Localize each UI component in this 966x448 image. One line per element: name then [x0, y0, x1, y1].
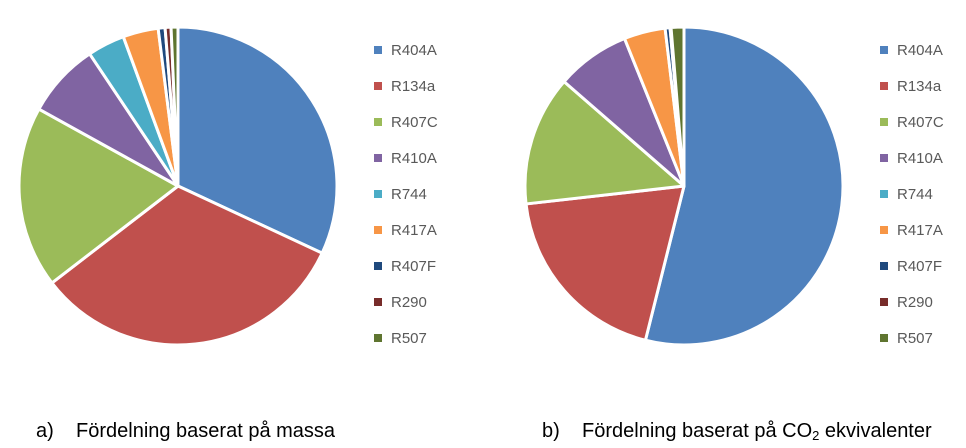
legend-swatch: [374, 262, 382, 270]
legend-swatch: [374, 154, 382, 162]
caption-a-label: a): [36, 420, 54, 442]
legend-b-item-r507: R507: [880, 320, 944, 356]
legend-swatch: [880, 226, 888, 234]
legend-b-item-r404a: R404A: [880, 32, 944, 68]
legend-a-item-r134a: R134a: [374, 68, 438, 104]
pie-a-slice-r404a: [176, 25, 339, 255]
legend-swatch: [374, 46, 382, 54]
legend-b-item-r410a: R410A: [880, 140, 944, 176]
legend-label: R404A: [391, 41, 437, 59]
legend-label: R290: [391, 293, 427, 311]
legend-label: R744: [897, 185, 933, 203]
legend-swatch: [374, 82, 382, 90]
pie-a-slice-r407c: [17, 107, 180, 285]
caption-b-text: Fördelning baserat på CO: [582, 420, 813, 442]
caption-b-subscript: 2: [812, 428, 820, 443]
legend-label: R407C: [391, 113, 438, 131]
legend-label: R134a: [391, 77, 436, 95]
legend-label: R407C: [897, 113, 944, 131]
legend-a-item-r407c: R407C: [374, 104, 438, 140]
legend-label: R507: [391, 329, 427, 347]
legend-swatch: [880, 118, 888, 126]
legend-swatch: [880, 46, 888, 54]
legend-swatch: [880, 298, 888, 306]
legend-label: R290: [897, 293, 933, 311]
caption-b-text-end: ekvivalenter: [819, 420, 932, 442]
legend-label: R410A: [897, 149, 943, 167]
legend-swatch: [374, 226, 382, 234]
caption-a-text: Fördelning baserat på massa: [76, 420, 336, 442]
legend-b-item-r407f: R407F: [880, 248, 944, 284]
legend-label: R410A: [391, 149, 437, 167]
legend-swatch: [880, 334, 888, 342]
pie-b-slice-r507: [669, 25, 686, 188]
legend-b-item-r290: R290: [880, 284, 944, 320]
legend-b-item-r417a: R417A: [880, 212, 944, 248]
legend-swatch: [374, 190, 382, 198]
legend-label: R134a: [897, 77, 942, 95]
legend-swatch: [880, 262, 888, 270]
legend-label: R417A: [391, 221, 437, 239]
legend-swatch: [374, 334, 382, 342]
legend-label: R407F: [391, 257, 437, 275]
legend-label: R417A: [897, 221, 943, 239]
legend-swatch: [880, 190, 888, 198]
pie-a-slice-r507: [169, 25, 180, 188]
legend-swatch: [880, 154, 888, 162]
legend-a-item-r290: R290: [374, 284, 438, 320]
legend-label: R407F: [897, 257, 943, 275]
legend-a-item-r407f: R407F: [374, 248, 438, 284]
legend-a-item-r410a: R410A: [374, 140, 438, 176]
legend-swatch: [880, 82, 888, 90]
legend-a: R404A R134a R407C R410A R744 R417A R407F R290 R5…: [374, 32, 438, 356]
legend-a-item-r744: R744: [374, 176, 438, 212]
legend-b-item-r744: R744: [880, 176, 944, 212]
legend-swatch: [374, 298, 382, 306]
legend-b-item-r407c: R407C: [880, 104, 944, 140]
pie-b-slice-r404a: [643, 25, 845, 347]
caption-a: a) Fördelning baserat på massa: [36, 420, 335, 443]
pie-b-slice-r134a: [524, 184, 686, 342]
legend-a-item-r404a: R404A: [374, 32, 438, 68]
caption-b: b) Fördelning baserat på CO2 ekvivalenter: [542, 420, 932, 443]
legend-a-item-r507: R507: [374, 320, 438, 356]
caption-b-label: b): [542, 420, 560, 442]
pie-b-slice-r407c: [523, 80, 686, 206]
legend-a-item-r417a: R417A: [374, 212, 438, 248]
legend-b-item-r134a: R134a: [880, 68, 944, 104]
legend-label: R744: [391, 185, 427, 203]
legend-label: R507: [897, 329, 933, 347]
pie-a-slice-r134a: [50, 184, 324, 347]
legend-label: R404A: [897, 41, 943, 59]
legend-b: R404A R134a R407C R410A R744 R417A R407F R290 R5…: [880, 32, 944, 356]
legend-swatch: [374, 118, 382, 126]
